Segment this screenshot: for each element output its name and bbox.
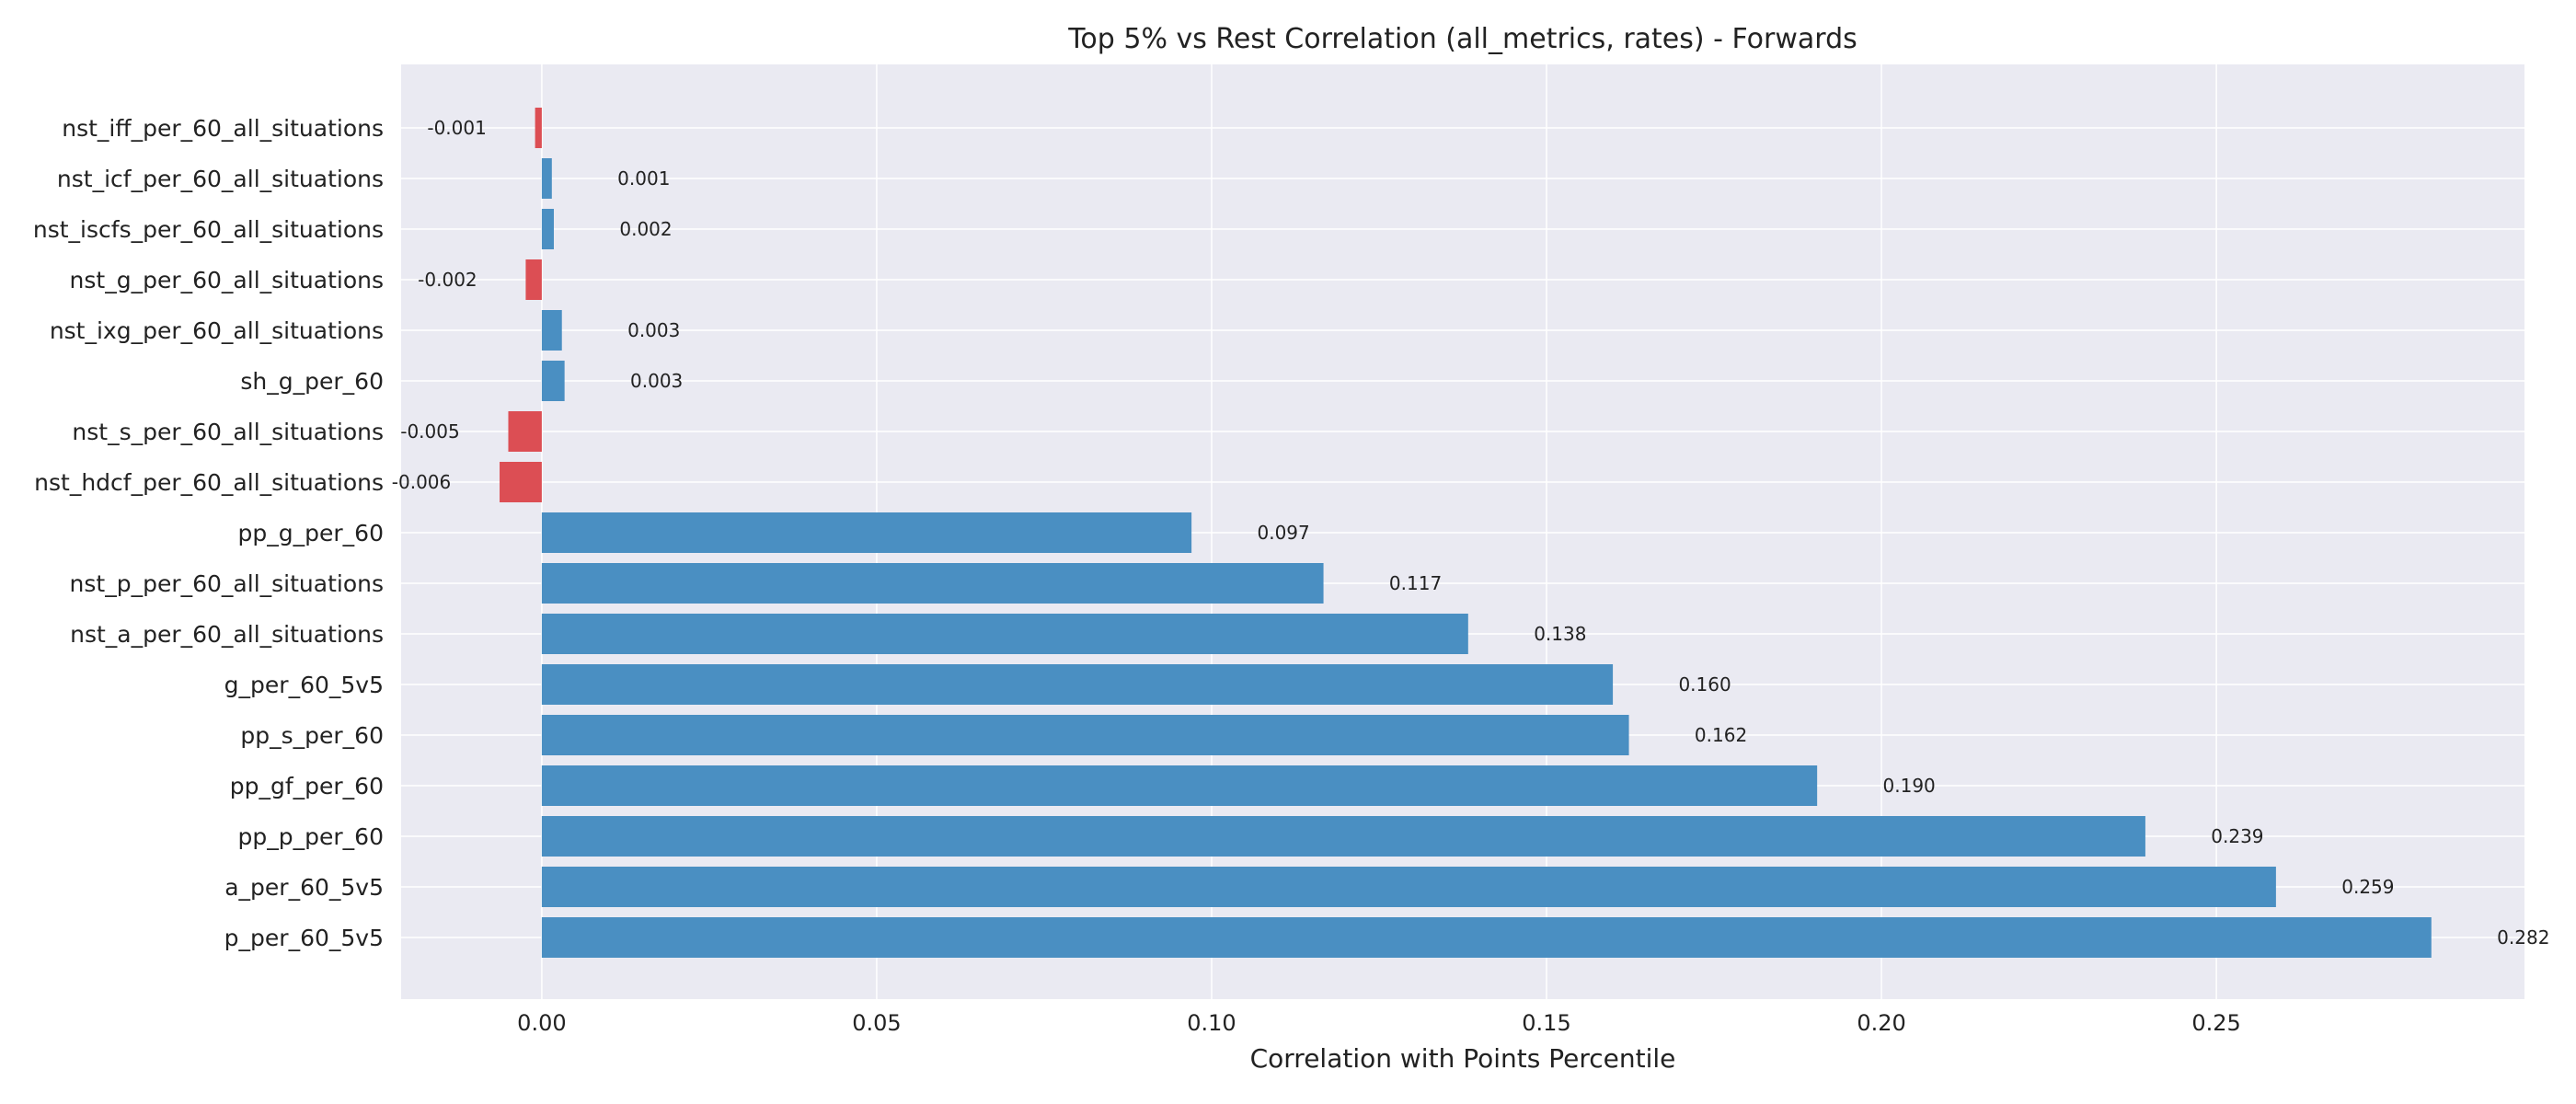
bar <box>541 664 1614 705</box>
data-label: 0.138 <box>1534 623 1586 645</box>
y-tick-label: nst_ixg_per_60_all_situations <box>50 317 384 344</box>
data-label: 0.003 <box>630 370 683 392</box>
bar <box>541 765 1818 806</box>
data-label: 0.162 <box>1695 724 1747 746</box>
y-tick-label: nst_hdcf_per_60_all_situations <box>34 469 384 496</box>
bar <box>525 259 542 300</box>
bar <box>541 563 1324 604</box>
data-label: 0.259 <box>2341 876 2394 898</box>
bar <box>541 867 2276 907</box>
bar <box>535 108 542 148</box>
y-tick-label: nst_iff_per_60_all_situations <box>62 115 384 142</box>
bar <box>541 614 1468 654</box>
y-tick-label: pp_gf_per_60 <box>230 773 384 799</box>
y-tick-label: nst_s_per_60_all_situations <box>72 419 384 445</box>
bar <box>541 209 555 249</box>
data-label: 0.003 <box>627 319 680 341</box>
data-label: 0.097 <box>1257 522 1309 544</box>
data-label: 0.002 <box>619 218 672 240</box>
x-tick-label: 0.15 <box>1522 1010 1570 1036</box>
data-label: -0.005 <box>400 420 459 443</box>
x-tick-label: 0.10 <box>1187 1010 1236 1036</box>
y-tick-label: nst_iscfs_per_60_all_situations <box>33 216 384 243</box>
y-tick-label: nst_a_per_60_all_situations <box>70 621 384 648</box>
bar <box>541 361 565 401</box>
data-label: -0.001 <box>427 117 486 139</box>
data-label: -0.006 <box>392 471 451 493</box>
data-label: -0.002 <box>418 269 477 291</box>
data-label: 0.282 <box>2497 926 2549 949</box>
data-label: 0.239 <box>2211 825 2263 847</box>
bar <box>541 310 562 351</box>
y-tick-labels: nst_iff_per_60_all_situations nst_icf_per… <box>33 115 384 951</box>
x-tick-label: 0.05 <box>852 1010 901 1036</box>
data-label: 0.190 <box>1883 775 1936 797</box>
y-tick-label: sh_g_per_60 <box>240 368 384 395</box>
y-tick-label: p_per_60_5v5 <box>224 925 384 951</box>
y-tick-label: nst_g_per_60_all_situations <box>70 267 384 293</box>
data-label: 0.117 <box>1389 572 1442 594</box>
y-tick-label: nst_icf_per_60_all_situations <box>57 166 384 192</box>
y-tick-label: a_per_60_5v5 <box>224 874 384 901</box>
x-tick-labels: 0.00 0.05 0.10 0.15 0.20 0.25 <box>517 1010 2241 1036</box>
bar <box>541 917 2432 958</box>
bar <box>541 512 1192 553</box>
y-tick-label: nst_p_per_60_all_situations <box>70 570 384 597</box>
bar <box>541 158 552 199</box>
data-labels: -0.001 0.001 0.002 -0.002 0.003 0.003 -0.005 -0… <box>392 117 2550 949</box>
x-axis-label: Correlation with Points Percentile <box>1250 1043 1676 1074</box>
data-label: 0.001 <box>617 167 670 190</box>
data-label: 0.160 <box>1678 673 1731 696</box>
bars <box>500 108 2432 958</box>
y-tick-label: pp_s_per_60 <box>240 722 384 749</box>
bar <box>541 816 2145 857</box>
x-tick-label: 0.25 <box>2191 1010 2240 1036</box>
bar <box>508 411 542 452</box>
y-tick-label: pp_p_per_60 <box>238 823 384 850</box>
y-tick-label: g_per_60_5v5 <box>224 672 384 698</box>
x-tick-label: 0.00 <box>517 1010 566 1036</box>
chart-title: Top 5% vs Rest Correlation (all_metrics,… <box>1067 23 1857 55</box>
y-tick-label: pp_g_per_60 <box>238 520 384 546</box>
x-tick-label: 0.20 <box>1857 1010 1905 1036</box>
bar <box>500 462 542 502</box>
bar <box>541 715 1629 755</box>
